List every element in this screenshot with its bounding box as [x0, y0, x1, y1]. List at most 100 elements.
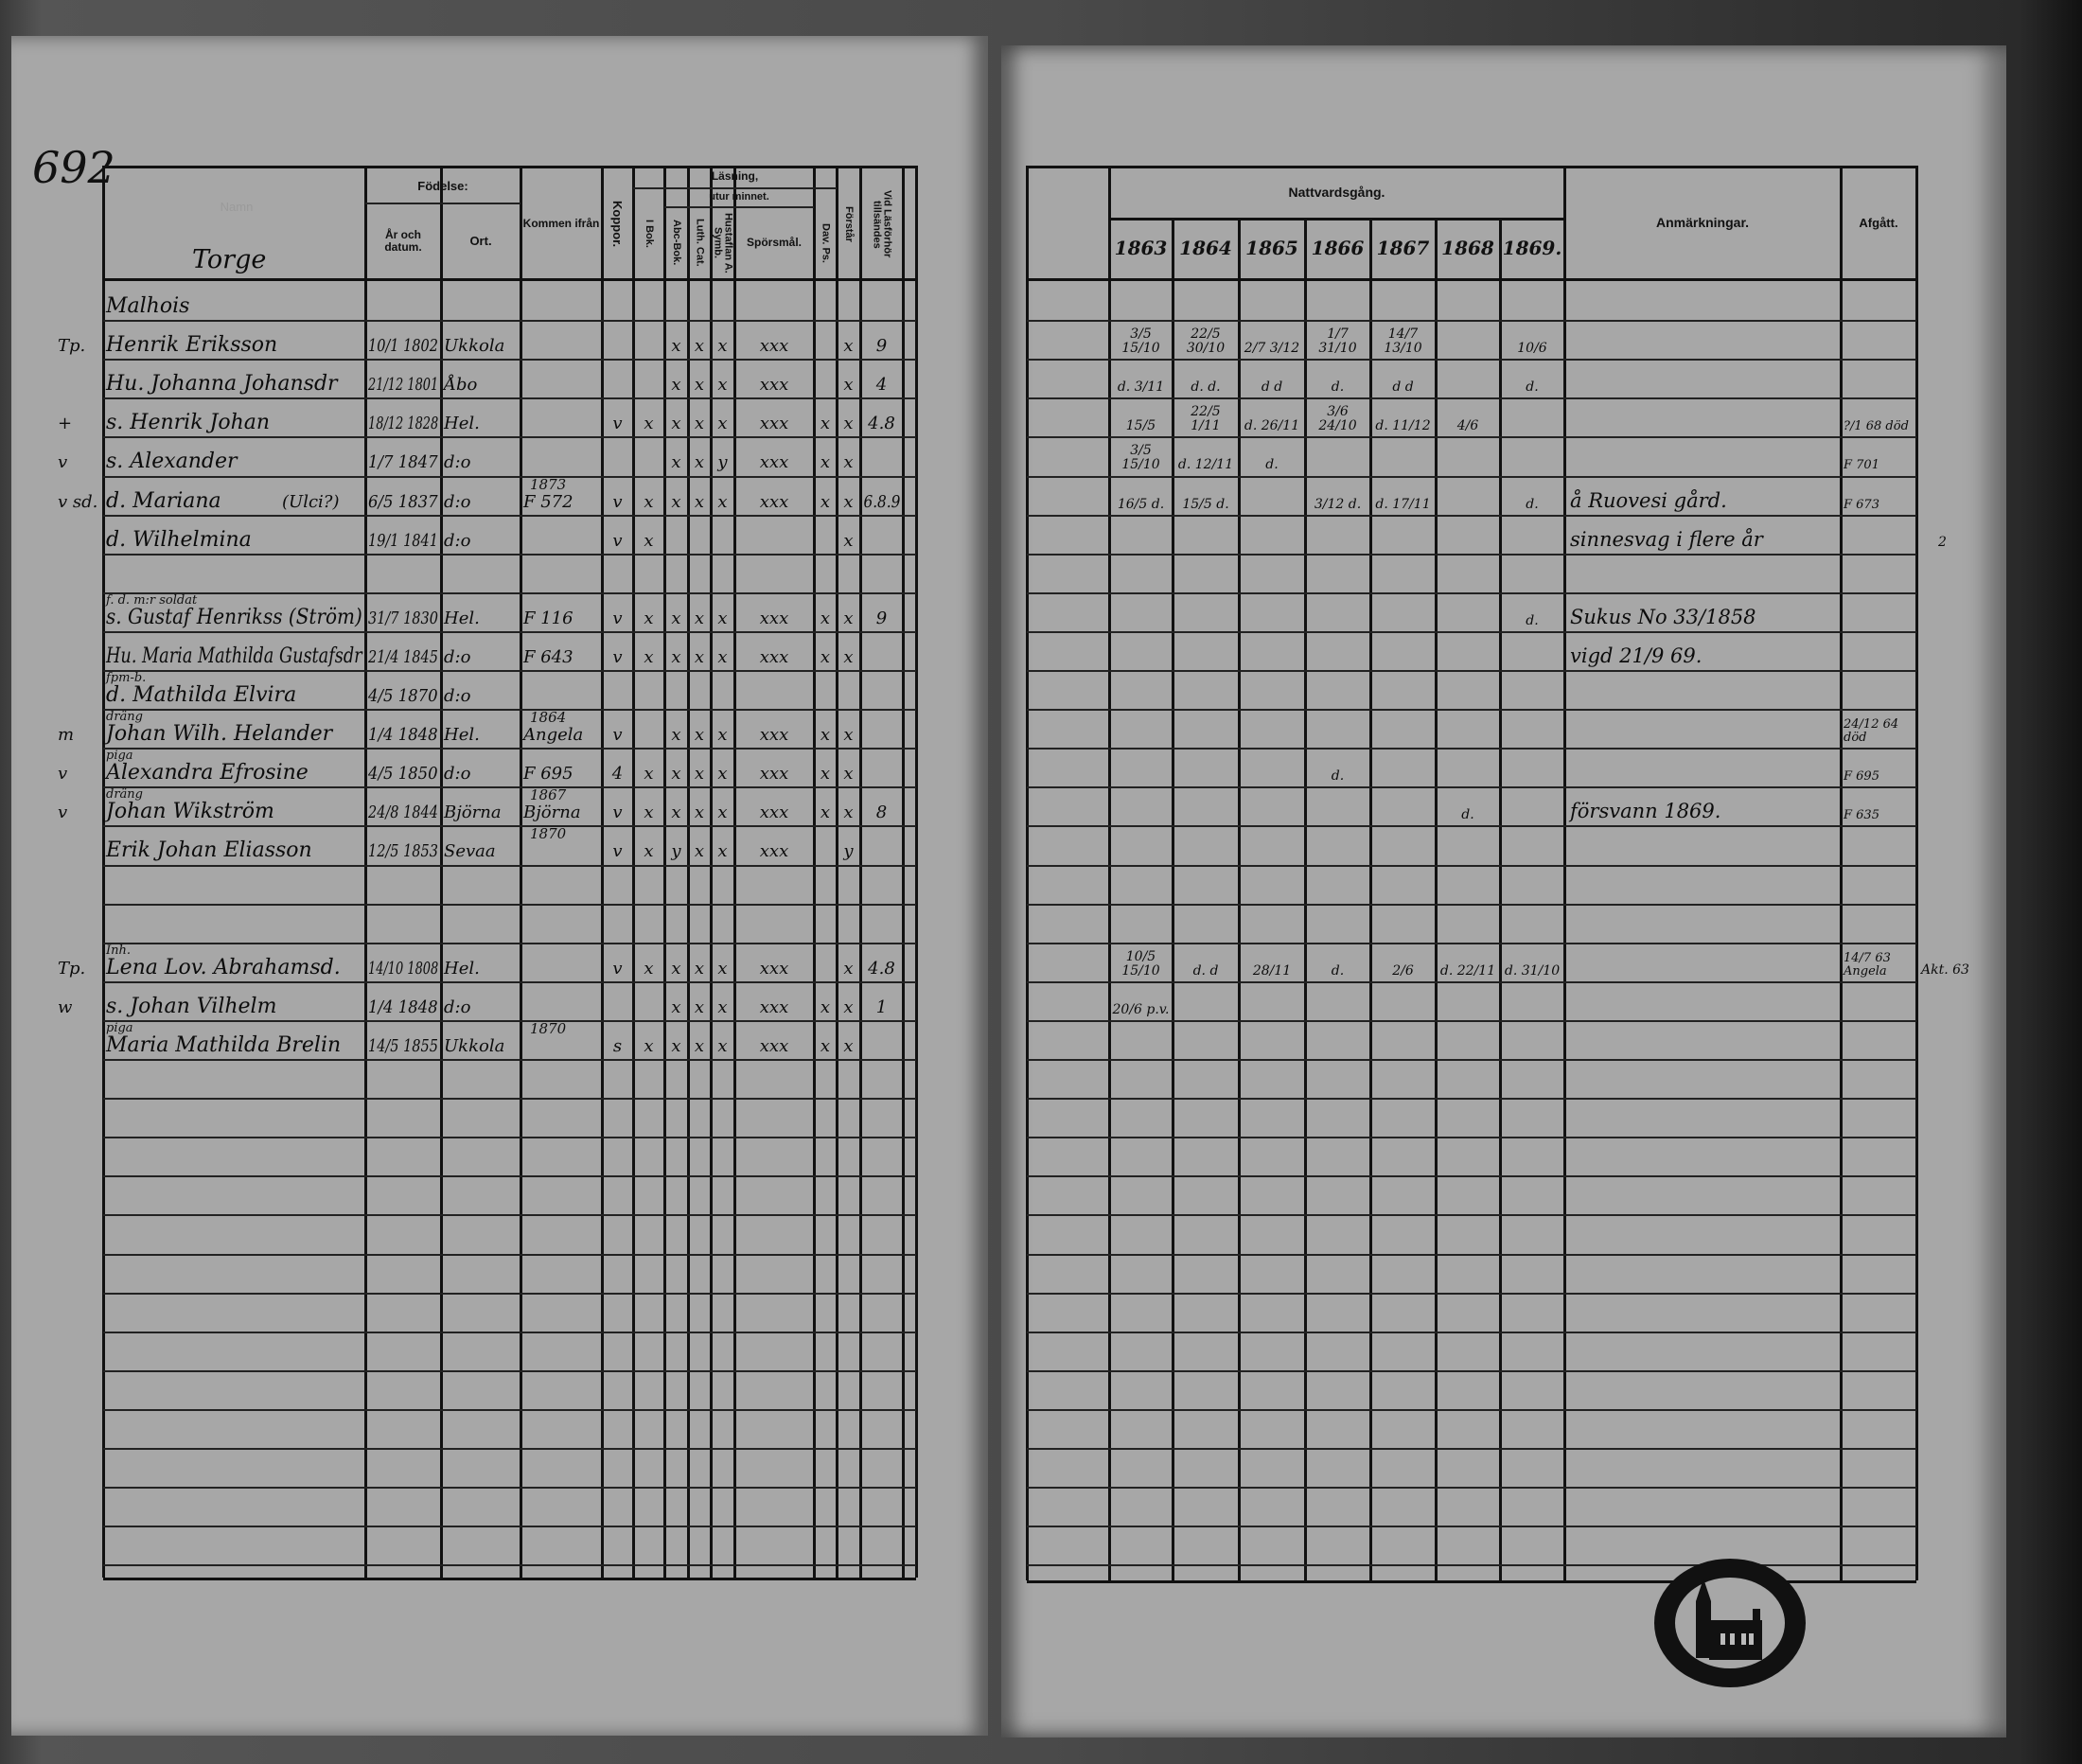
row-line — [1027, 1137, 1916, 1139]
row-line — [103, 1292, 916, 1295]
cell-place: Björna — [441, 786, 520, 825]
row-line — [1027, 903, 1916, 906]
cell-text: xxx — [759, 803, 789, 823]
row-line — [1027, 1175, 1916, 1178]
remark: Sukus No 33/1858 — [1567, 592, 1838, 631]
person-name: Henrik Eriksson — [103, 320, 365, 359]
cell-hust: x — [711, 359, 734, 397]
cell-text: v — [612, 841, 623, 862]
column-divider — [902, 166, 905, 1578]
cell-dav: x — [814, 748, 837, 786]
cell-text: 4.8 — [868, 958, 895, 979]
cell-hust: x — [711, 981, 734, 1020]
cell-forst: x — [837, 1020, 860, 1059]
cell-text: x — [843, 491, 854, 512]
cell-text: 14/5 1855 — [368, 1035, 438, 1056]
cell-year: 19/1 1841 — [365, 515, 441, 554]
cell-text: x — [820, 725, 831, 746]
cell-place: d:o — [441, 436, 520, 475]
communion-date: 3/6 24/10 — [1318, 404, 1357, 434]
cell-text: x — [671, 803, 681, 823]
cell-text: försvann 1869. — [1570, 800, 1721, 823]
cell-text: x — [694, 608, 705, 628]
cell-year: 24/8 1844 — [365, 786, 441, 825]
cell-abc: x — [664, 592, 688, 631]
cell-year: 4/5 1870 — [365, 670, 441, 709]
cell-ibok: x — [633, 515, 664, 554]
communion-date: 22/5 30/10 — [1186, 326, 1226, 357]
cell-text: x — [644, 803, 654, 823]
cell-forst: x — [837, 436, 860, 475]
row-line — [103, 1331, 916, 1333]
cell-text: d:o — [444, 646, 471, 667]
cell-koppor: v — [602, 476, 633, 515]
cell-text: xxx — [759, 1035, 789, 1056]
cell-koppor: v — [602, 786, 633, 825]
cell-year: 1/4 1848 — [365, 709, 441, 748]
row-line — [1027, 786, 1916, 789]
header-nattvardsgang: Nattvardsgång. — [1288, 185, 1385, 201]
cell-text: x — [644, 491, 654, 512]
row-line — [1027, 475, 1916, 478]
cell-text: x — [644, 530, 654, 551]
cell-ibok: x — [633, 1020, 664, 1059]
cell-place: Sevaa — [441, 825, 520, 864]
person-name: Johan Wilh. Helander — [103, 709, 365, 748]
cell-abc: x — [664, 397, 688, 436]
cell-hust: x — [711, 320, 734, 359]
cell-text: x — [717, 491, 728, 512]
departure: 14/7 63 Angela — [1844, 950, 1891, 979]
row-line — [103, 1487, 916, 1490]
column-divider — [520, 166, 522, 1578]
cell-text: (Ulci?) — [282, 491, 340, 512]
cell-spors: xxx — [734, 397, 814, 436]
cell-ibok: x — [633, 943, 664, 981]
column-divider — [601, 166, 604, 1578]
margin-note: w — [55, 981, 102, 1020]
cell-luth: x — [688, 476, 711, 515]
cell-text: x — [671, 997, 681, 1017]
row-line — [1027, 1408, 1916, 1411]
communion-date: 10/6 — [1517, 341, 1547, 357]
cell-koppor: v — [602, 943, 633, 981]
occupation-note: dräng — [106, 787, 143, 803]
communion-date: d. 11/12 — [1375, 418, 1431, 434]
cell-spors: xxx — [734, 592, 814, 631]
header-divider — [664, 206, 814, 208]
communion-date: d. 31/10 — [1504, 962, 1561, 979]
row-line — [103, 436, 916, 439]
cell-text: F 116 — [523, 608, 573, 628]
cell-forst: x — [837, 748, 860, 786]
communion-date: 28/11 — [1252, 962, 1292, 979]
arrival-year: 1870 — [530, 1019, 567, 1037]
column-divider — [1435, 218, 1438, 1580]
cell-text: x — [694, 1035, 705, 1056]
margin-note: v — [55, 748, 102, 786]
cell-text: xxx — [759, 997, 789, 1017]
cell-from: F 572 — [520, 476, 602, 515]
row-line — [103, 1019, 916, 1022]
arrival-year: 1864 — [530, 709, 567, 727]
cell-koppor: v — [602, 709, 633, 748]
remark: å Ruovesi gård. — [1567, 476, 1838, 515]
person-name: d. Mariana — [103, 476, 276, 515]
remark: vigd 21/9 69. — [1567, 631, 1838, 670]
communion-date: 2/6 — [1392, 962, 1414, 979]
margin-note: v sd. — [55, 476, 102, 515]
cell-text: 1/4 1848 — [368, 997, 438, 1017]
cell-from: F 643 — [520, 631, 602, 670]
row-line — [103, 1564, 916, 1567]
person-name: d. Mathilda Elvira — [103, 670, 365, 709]
person-name: Hu. Johanna Johansdr — [103, 359, 365, 397]
row-line — [1027, 980, 1916, 983]
cell-text: 4 — [875, 375, 888, 396]
cell-text: Björna — [444, 803, 502, 823]
cell-year: 1/4 1848 — [365, 981, 441, 1020]
page-number: 692 — [32, 142, 115, 193]
row-line — [103, 903, 916, 906]
row-line — [1027, 825, 1916, 828]
cell-vid: 9 — [860, 320, 903, 359]
cell-text: 9 — [875, 336, 888, 357]
communion-date: d. 22/11 — [1439, 962, 1496, 979]
arrival-year: 1870 — [530, 825, 567, 843]
